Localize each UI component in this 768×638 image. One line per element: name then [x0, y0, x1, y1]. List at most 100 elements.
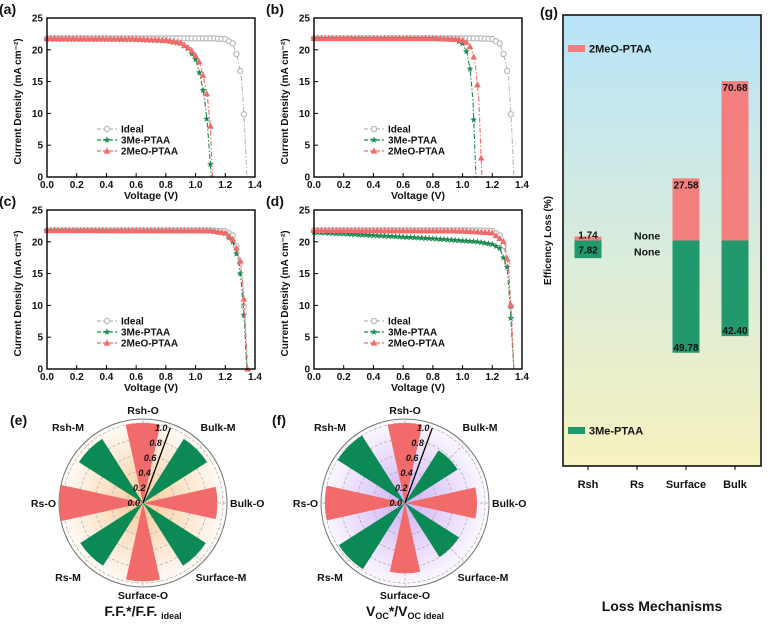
triangle-marker [455, 35, 463, 43]
triangle-marker [233, 244, 240, 251]
polar-bar-Surface-O [389, 503, 421, 574]
circle-marker [503, 67, 511, 75]
x-tick-label: 1.4 [515, 180, 529, 191]
star-marker [436, 235, 444, 243]
star-marker [392, 233, 400, 240]
circle-marker [229, 40, 236, 47]
star-marker [366, 231, 374, 239]
x-tick-label: 0.4 [99, 372, 113, 383]
title-part: F.F.*/F.F. [104, 603, 161, 619]
circle-marker [236, 67, 244, 75]
radial-tick-label: 1.0 [155, 423, 168, 433]
y-tick-label: 5 [304, 141, 310, 152]
polar-bar-Surface-M [405, 503, 459, 557]
triangle-marker [240, 295, 248, 302]
star-marker [370, 136, 378, 143]
y-tick-label: 0 [304, 365, 310, 376]
star-marker [407, 233, 414, 241]
star-marker [336, 230, 344, 237]
polar-panel-e: (e) Rsh-O Bulk-M Bulk-O Surface-M Surface-O Rs… [10, 405, 264, 621]
triangle-marker [500, 237, 507, 244]
star-marker [403, 233, 411, 241]
star-marker [388, 232, 396, 240]
value-label: 42.40 [722, 326, 747, 337]
x-axis-label: Voltage (V) [124, 190, 178, 202]
star-marker [377, 232, 385, 239]
radial-tick-label: 0.2 [133, 483, 146, 493]
panel-label: (c) [0, 193, 16, 209]
category-label: Rsh-M [314, 422, 346, 434]
y-tick-label: 20 [32, 45, 44, 56]
star-marker [459, 237, 466, 244]
legend-swatch [568, 45, 585, 52]
category-label: Bulk-O [230, 498, 264, 510]
circle-marker [233, 50, 240, 58]
plot-frame [46, 209, 256, 370]
x-tick-label: 0.6 [129, 372, 143, 383]
triangle-marker [207, 122, 214, 129]
category-label: Bulk-O [492, 498, 526, 510]
radial-tick-label: 0.2 [395, 483, 408, 493]
value-label: 1.74 [578, 231, 598, 242]
triangle-marker [462, 38, 470, 45]
triangle-marker [192, 51, 199, 59]
triangle-marker [177, 39, 185, 46]
y-tick-label: 25 [32, 14, 44, 25]
x-tick-label: 0.2 [337, 180, 351, 191]
polar-bar-Rsh-O [387, 423, 423, 503]
star-marker [347, 230, 355, 238]
panel-label: (a) [0, 1, 16, 17]
polar-bar-Rs-O [58, 484, 143, 522]
circle-marker [370, 125, 378, 133]
star-marker [384, 232, 392, 240]
x-tick-label: Surface [666, 479, 706, 491]
x-tick-label: 1.4 [248, 180, 262, 191]
polar-bar-Bulk-O [405, 487, 477, 519]
star-marker [240, 311, 248, 318]
triangle-marker [103, 339, 111, 346]
plot-frame [313, 17, 523, 178]
polar-bar-Rsh-O [125, 423, 161, 503]
legend-label: Ideal [121, 125, 144, 136]
radial-tick-label: 0.8 [149, 438, 162, 448]
star-marker [103, 328, 111, 335]
title-part: */V [389, 603, 408, 619]
polar-bar-Rs-O [325, 485, 405, 521]
x-tick-label: 0.4 [366, 180, 380, 191]
star-marker [496, 244, 504, 252]
triangle-marker [370, 339, 378, 346]
star-marker [192, 55, 199, 63]
star-marker [433, 235, 440, 242]
triangle-marker [225, 232, 233, 239]
category-label: Surface-M [196, 572, 247, 584]
category-label: Surface-O [380, 590, 430, 602]
x-tick-label: 1.2 [485, 180, 499, 191]
star-marker [233, 250, 240, 257]
star-marker [455, 236, 463, 244]
star-marker [440, 235, 448, 243]
triangle-marker [474, 81, 481, 88]
star-marker [370, 328, 378, 335]
polar-bar-Rsh-M [78, 438, 143, 503]
y-tick-label: 25 [299, 206, 311, 217]
x-tick-label: 0.0 [307, 180, 321, 191]
legend-label: 3Me-PTAA [388, 328, 437, 339]
triangle-marker [221, 229, 229, 236]
star-marker [358, 231, 366, 238]
triangle-marker [236, 257, 244, 264]
triangle-marker [195, 58, 203, 65]
circle-marker [507, 110, 515, 118]
star-marker [474, 238, 481, 245]
radial-tick-label: 1.0 [417, 423, 430, 433]
polar-bar-Rsh-M [337, 435, 405, 503]
star-marker [451, 236, 459, 244]
x-tick-label: Bulk [723, 479, 748, 491]
star-marker [444, 236, 452, 243]
x-tick-label: 0.6 [129, 180, 143, 191]
star-marker [429, 235, 437, 242]
bar-2MeO-PTAA-Bulk [721, 81, 749, 241]
star-marker [422, 234, 429, 242]
triangle-marker [459, 36, 466, 43]
y-tick-label: 20 [299, 45, 311, 56]
y-tick-label: 15 [32, 269, 44, 280]
